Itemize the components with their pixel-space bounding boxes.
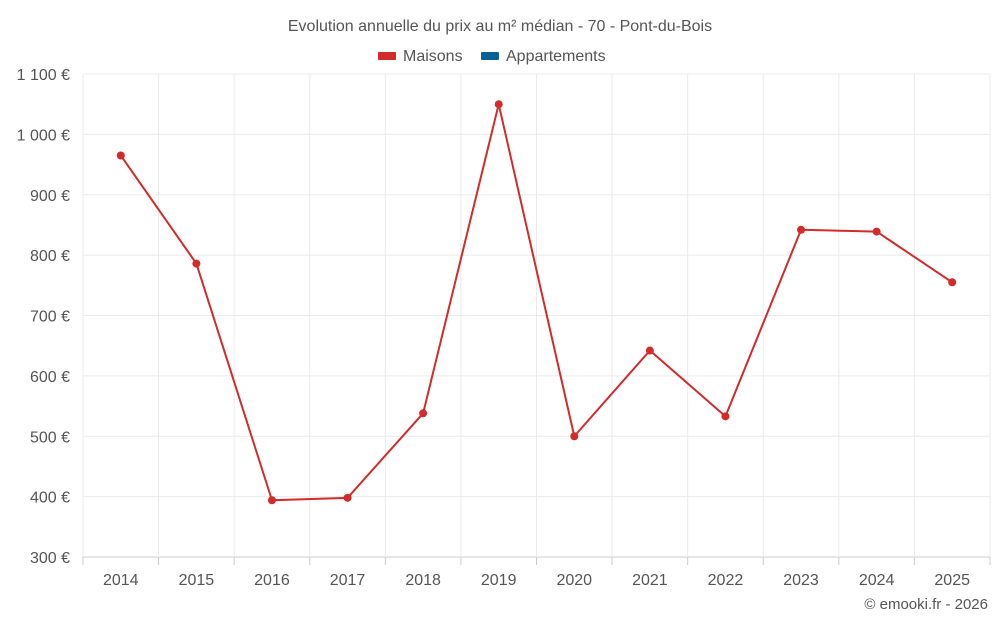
credit-text: © emooki.fr - 2026	[864, 596, 988, 613]
data-point-maisons[interactable]	[570, 432, 579, 441]
data-point-maisons[interactable]	[645, 346, 654, 355]
y-tick-label: 700 €	[30, 309, 70, 326]
legend-item-appartements[interactable]: Appartements	[481, 48, 606, 65]
y-tick-label: 1 100 €	[17, 67, 70, 84]
x-tick-label: 2019	[481, 572, 517, 589]
y-tick-label: 400 €	[30, 490, 70, 507]
x-tick-label: 2014	[103, 572, 139, 589]
legend: Maisons Appartements	[378, 48, 606, 65]
chart-title: Evolution annuelle du prix au m² médian …	[288, 18, 712, 35]
x-tick-label: 2018	[405, 572, 441, 589]
x-tick-label: 2016	[254, 572, 290, 589]
y-tick-label: 1 000 €	[17, 127, 70, 144]
series	[116, 100, 957, 505]
series-line-maisons	[119, 103, 953, 502]
data-point-maisons[interactable]	[192, 259, 201, 268]
legend-label-appartements: Appartements	[506, 48, 606, 65]
y-tick-label: 600 €	[30, 369, 70, 386]
y-tick-label: 900 €	[30, 188, 70, 205]
data-point-maisons[interactable]	[494, 100, 503, 109]
data-point-maisons[interactable]	[797, 225, 806, 234]
y-tick-label: 300 €	[30, 550, 70, 567]
y-tick-label: 800 €	[30, 248, 70, 265]
legend-swatch-maisons	[378, 52, 396, 60]
x-tick-label: 2017	[330, 572, 366, 589]
data-point-maisons[interactable]	[343, 493, 352, 502]
data-point-maisons[interactable]	[116, 151, 125, 160]
data-point-maisons[interactable]	[721, 412, 730, 421]
x-tick-label: 2024	[859, 572, 895, 589]
legend-swatch-appartements	[481, 52, 499, 60]
axes: 300 € 400 € 500 € 600 € 700 € 800 € 900 € 1 000…	[17, 67, 991, 589]
data-point-maisons[interactable]	[267, 496, 276, 505]
x-tick-label: 2021	[632, 572, 668, 589]
data-point-maisons[interactable]	[419, 409, 428, 418]
x-tick-label: 2015	[179, 572, 215, 589]
legend-label-maisons: Maisons	[403, 48, 463, 65]
x-tick-label: 2023	[783, 572, 819, 589]
data-point-maisons[interactable]	[872, 227, 881, 236]
y-tick-label: 500 €	[30, 429, 70, 446]
x-tick-label: 2020	[556, 572, 592, 589]
data-point-maisons[interactable]	[948, 278, 957, 287]
grid	[82, 73, 991, 558]
x-tick-label: 2022	[708, 572, 744, 589]
x-tick-label: 2025	[934, 572, 970, 589]
legend-item-maisons[interactable]: Maisons	[378, 48, 463, 65]
